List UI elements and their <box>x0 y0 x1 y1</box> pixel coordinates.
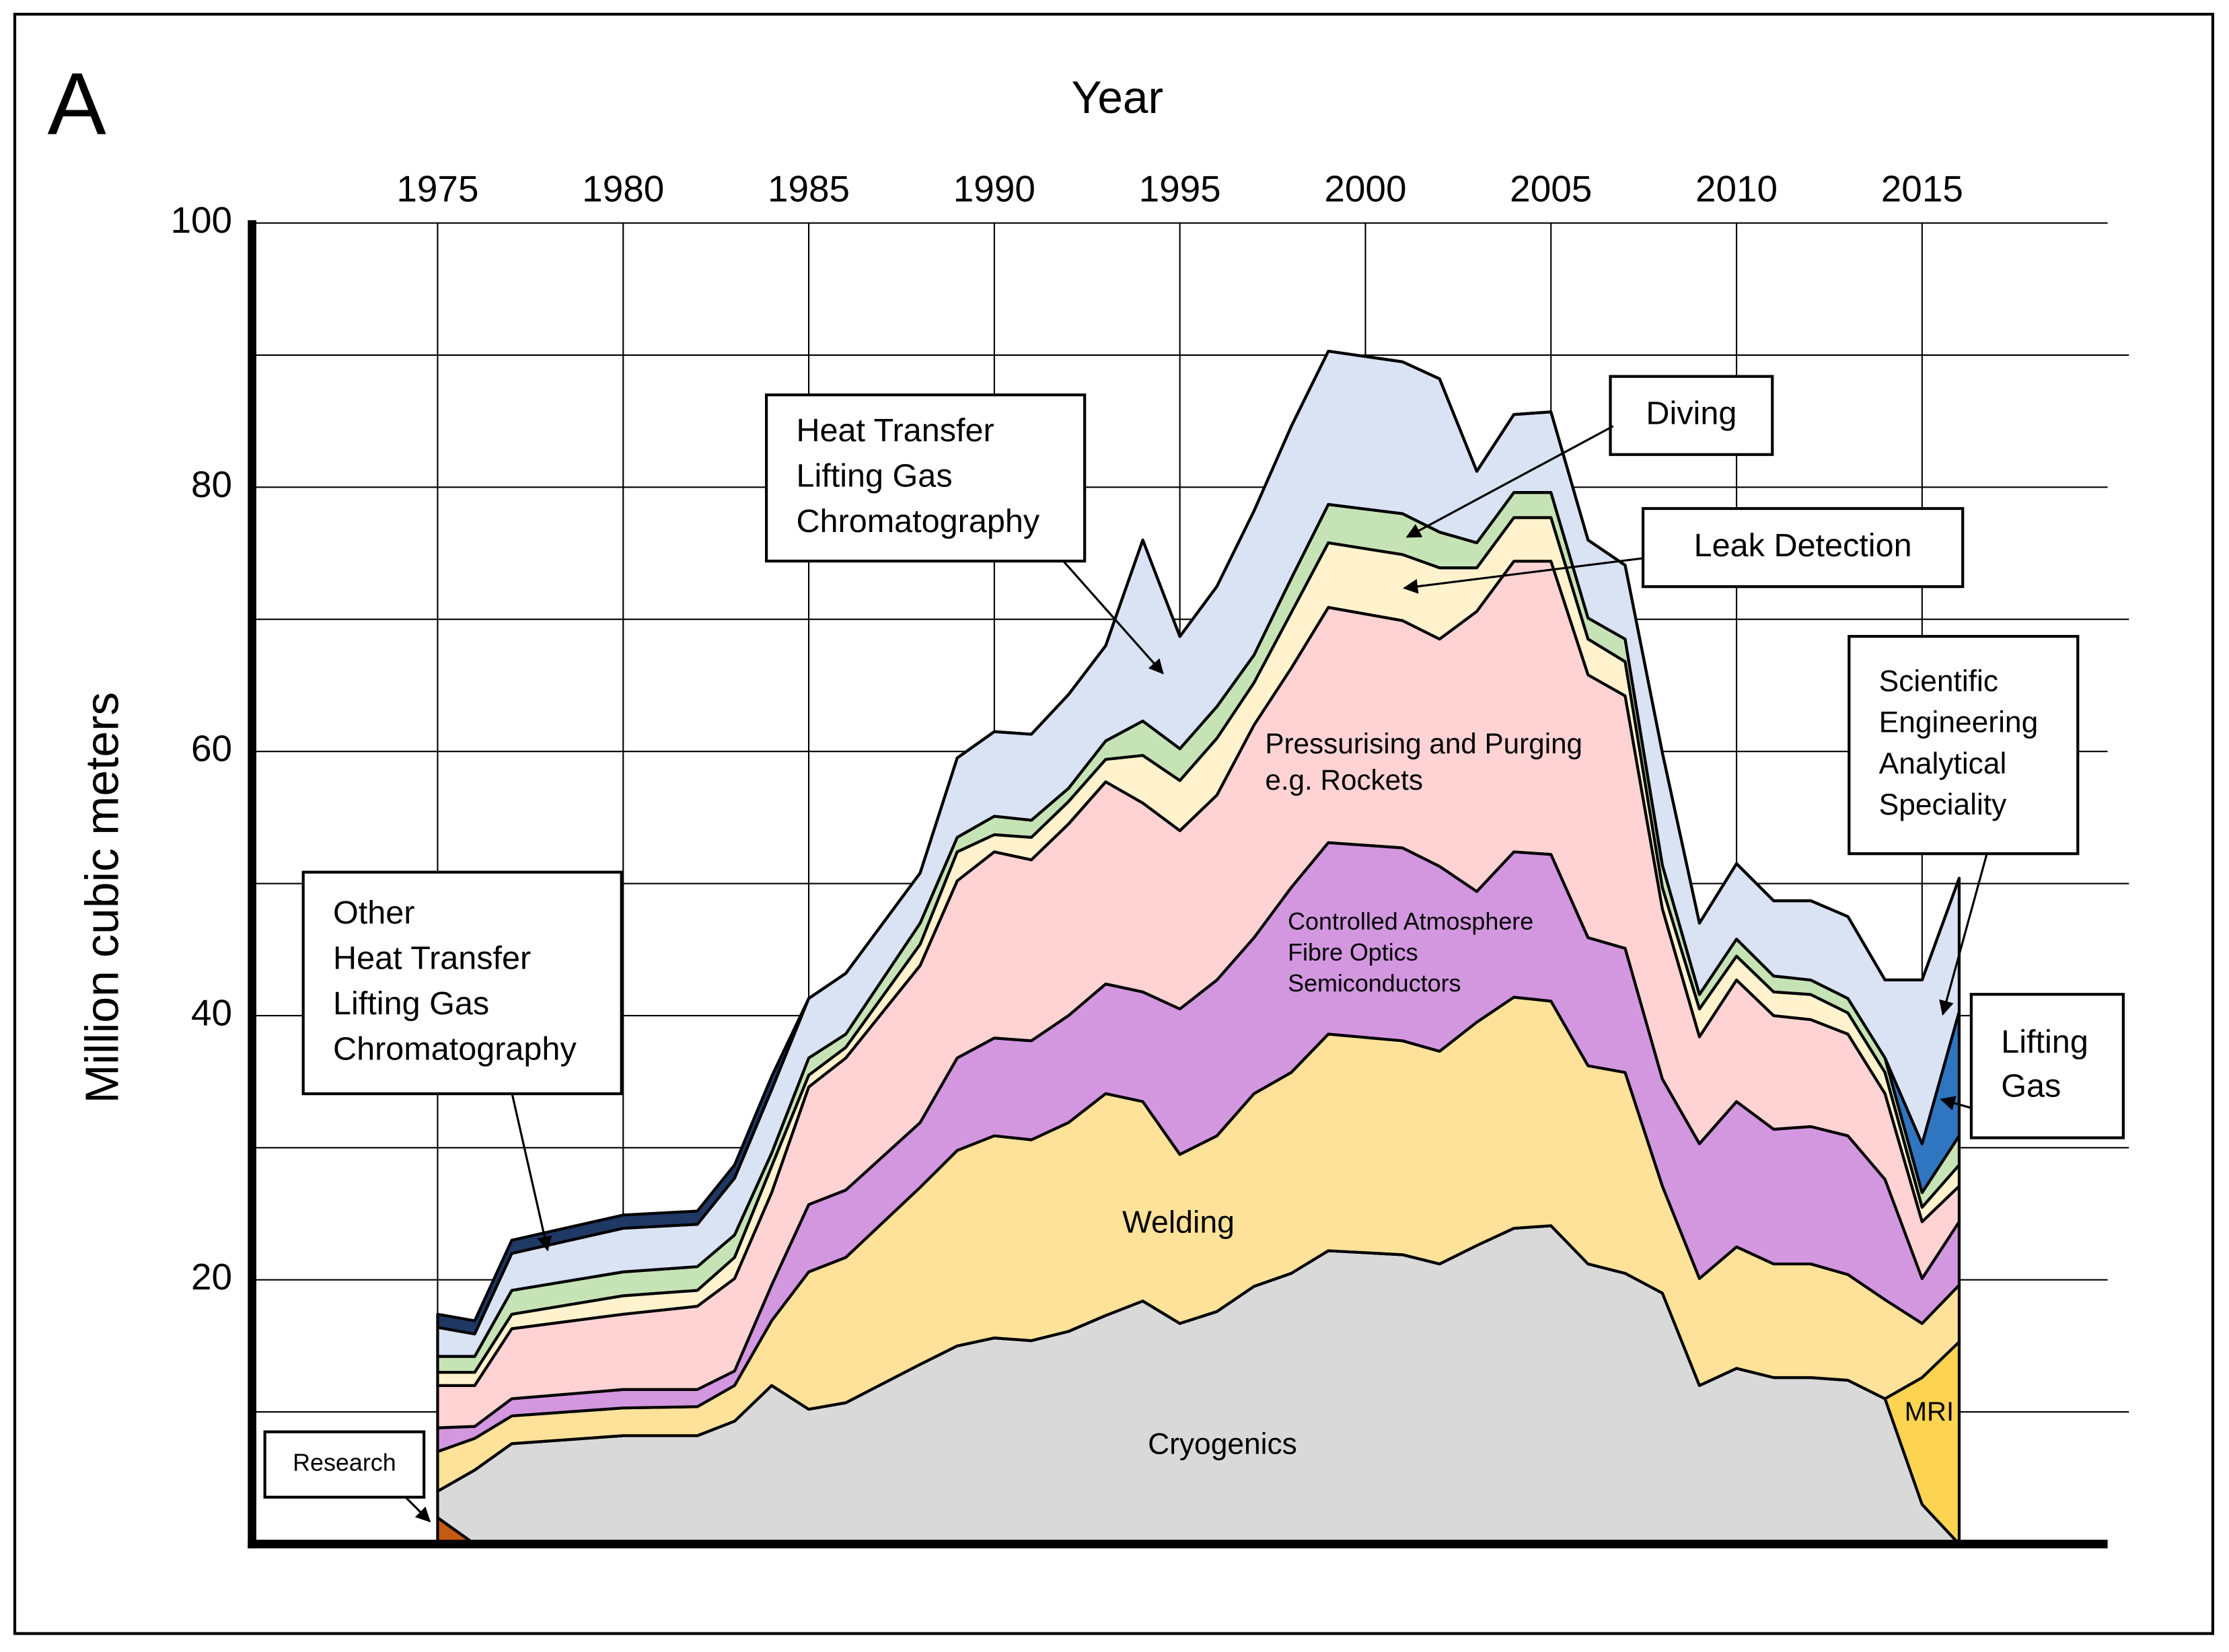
annotation-arrow <box>1940 1096 1972 1111</box>
panel-label: A <box>48 54 107 153</box>
annotation-text: Diving <box>1646 396 1737 432</box>
annotation-text: Speciality <box>1879 788 2008 821</box>
y-axis-title: Million cubic meters <box>76 692 129 1104</box>
y-tick-label: 20 <box>191 1256 232 1298</box>
annotation-arrow <box>404 1496 431 1523</box>
annotation-text: Scientific <box>1879 665 1998 698</box>
annotation-text: Leak Detection <box>1694 527 1912 564</box>
annotation-text: Gas <box>2001 1067 2061 1104</box>
annotation-arrow <box>511 1093 552 1252</box>
area-label: MRI <box>1905 1396 1954 1427</box>
y-tick-label: 60 <box>191 728 232 769</box>
y-tick-label: 80 <box>191 463 232 505</box>
x-tick-label: 1975 <box>396 168 478 210</box>
annotation-box <box>263 1430 426 1499</box>
x-tick-label: 2000 <box>1324 168 1406 210</box>
area-label: e.g. Rockets <box>1265 764 1423 796</box>
x-tick-label: 1990 <box>953 168 1035 210</box>
annotation-text: Heat Transfer <box>333 940 531 976</box>
annotation-text: Heat Transfer <box>796 412 994 449</box>
x-tick-label: 1985 <box>768 168 850 210</box>
annotation-box <box>301 870 623 1096</box>
annotation-text: Research <box>293 1450 396 1476</box>
x-tick-label: 1980 <box>582 168 664 210</box>
annotation-text: Chromatography <box>333 1031 577 1067</box>
annotation-arrow <box>1939 853 1988 1016</box>
annotation-text: Analytical <box>1879 747 2007 780</box>
area-label: Pressurising and Purging <box>1265 728 1582 759</box>
x-tick-label: 2015 <box>1881 168 1963 210</box>
annotation-text: Lifting Gas <box>333 985 489 1022</box>
x-tick-label: 1995 <box>1139 168 1221 210</box>
x-tick-label: 2005 <box>1510 168 1592 210</box>
annotation-text: Lifting Gas <box>796 457 952 494</box>
annotation-box <box>1641 506 1965 589</box>
annotation-text: Chromatography <box>796 503 1039 539</box>
annotation-text: Other <box>333 895 414 931</box>
y-tick-label: 100 <box>170 199 232 241</box>
area-label: Welding <box>1122 1205 1235 1240</box>
annotation-arrow <box>1062 560 1164 675</box>
annotation-arrow <box>1405 425 1614 538</box>
annotation-box <box>1609 375 1774 456</box>
annotation-box <box>765 393 1087 563</box>
x-tick-label: 2010 <box>1695 168 1778 210</box>
area-label: Controlled Atmosphere <box>1288 908 1533 935</box>
annotation-box <box>1969 993 2125 1139</box>
area <box>436 349 1961 1336</box>
area-label: Cryogenics <box>1148 1428 1297 1461</box>
area-label: Fibre Optics <box>1288 939 1418 966</box>
annotation-box <box>1848 634 2080 856</box>
annotation-arrow <box>1403 557 1644 594</box>
x-axis-title: Year <box>1071 73 1163 123</box>
annotation-text: Engineering <box>1879 706 2039 739</box>
annotation-text: Lifting <box>2001 1024 2088 1060</box>
area-label: Semiconductors <box>1288 970 1461 997</box>
y-tick-label: 40 <box>191 991 232 1033</box>
